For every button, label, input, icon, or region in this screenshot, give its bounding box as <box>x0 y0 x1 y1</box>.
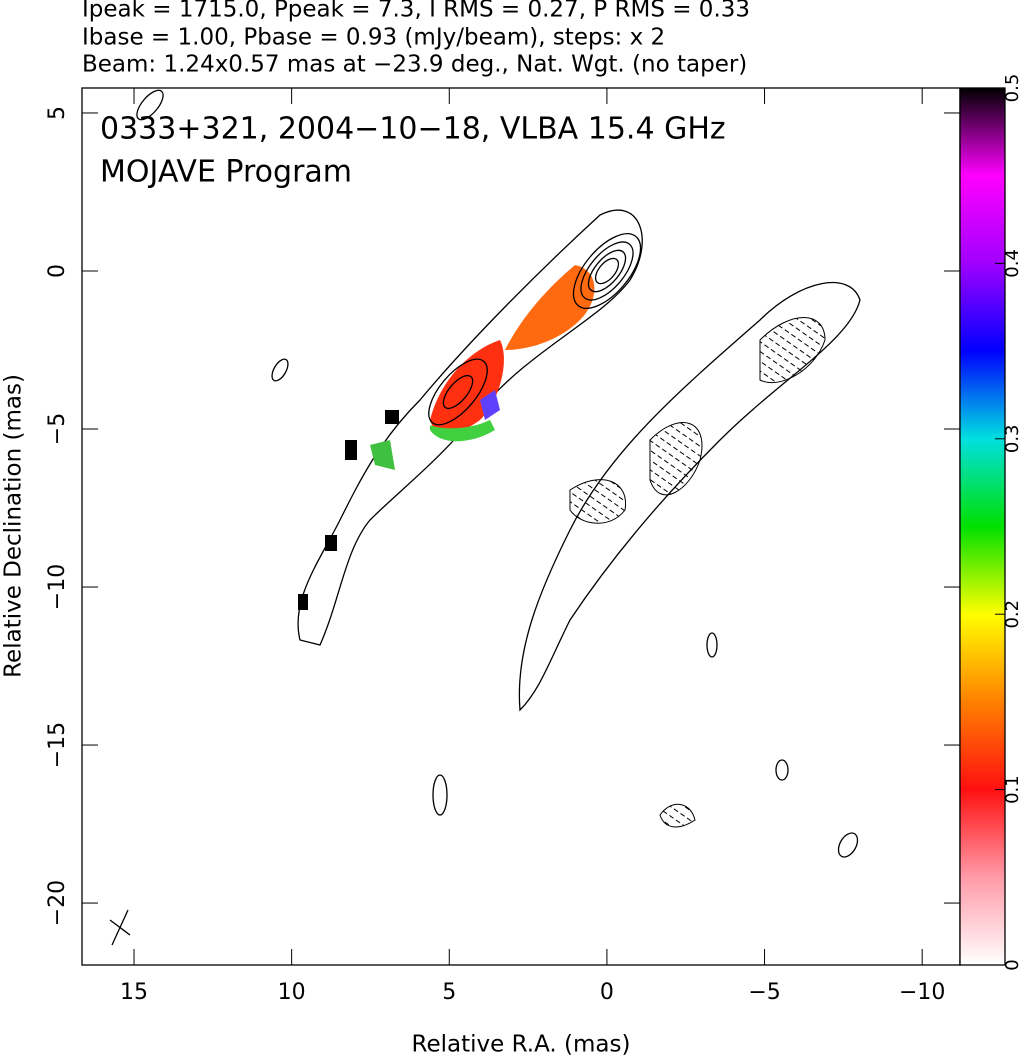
x-tick-label: 0 <box>600 980 614 1005</box>
x-tick-label: 5 <box>442 980 456 1005</box>
colorbar-tick-label: 0 <box>1002 959 1021 970</box>
y-tick-label: 5 <box>45 106 70 120</box>
colorbar-tick-label: 0.2 <box>1002 600 1021 629</box>
x-tick-label: −5 <box>748 980 780 1005</box>
y-tick-label: −10 <box>45 564 70 610</box>
colorbar-tick-label: 0.3 <box>1002 424 1021 453</box>
y-tick-label: −15 <box>45 722 70 768</box>
plot-frame <box>81 87 961 966</box>
header-line: Beam: 1.24x0.57 mas at −23.9 deg., Nat. … <box>82 52 747 78</box>
y-tick-label: −20 <box>45 880 70 926</box>
colorbar-tick-label: 0.5 <box>1002 74 1021 103</box>
colorbar-tick-label: 0.1 <box>1002 775 1021 804</box>
y-tick-label: 0 <box>45 264 70 278</box>
x-axis-label: Relative R.A. (mas) <box>412 1032 631 1058</box>
contour-map <box>109 89 861 946</box>
x-tick-label: 15 <box>120 980 148 1005</box>
x-tick-label: −10 <box>899 980 945 1005</box>
header-line: Ipeak = 1715.0, Ppeak = 7.3, I RMS = 0.2… <box>82 0 750 23</box>
y-axis-label: Relative Declination (mas) <box>1 374 27 678</box>
annotation: 0333+321, 2004−10−18, VLBA 15.4 GHz <box>100 112 726 147</box>
colorbar-tick-label: 0.4 <box>1002 249 1021 278</box>
y-tick-label: −5 <box>45 413 70 445</box>
x-tick-label: 10 <box>278 980 306 1005</box>
annotation: MOJAVE Program <box>100 155 352 190</box>
header-line: Ibase = 1.00, Pbase = 0.93 (mJy/beam), s… <box>82 25 665 51</box>
colorbar <box>959 87 1006 966</box>
